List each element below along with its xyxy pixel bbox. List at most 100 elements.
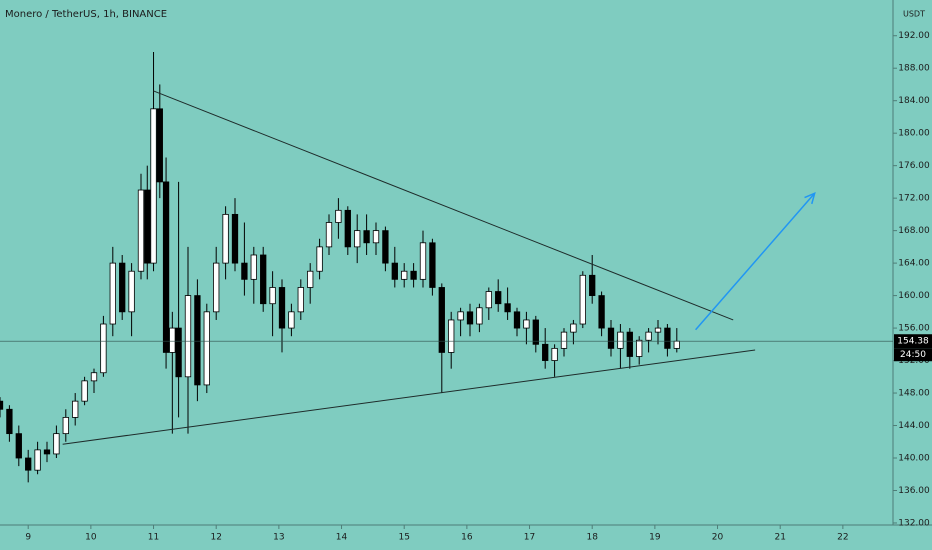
candle-body [6, 408, 13, 435]
arrow-head [804, 191, 816, 205]
candle-body [269, 287, 276, 305]
candle-body [654, 327, 662, 333]
currency-label: USDT [903, 10, 925, 19]
x-tick-label: 22 [837, 533, 848, 543]
candle-body [231, 213, 239, 264]
x-tick-label: 13 [273, 533, 284, 543]
candle-body [222, 213, 229, 264]
candle-body [382, 230, 389, 264]
candle-body [645, 331, 652, 341]
candle-body [542, 343, 549, 361]
y-tick-label: 192.00 [898, 31, 930, 41]
candle-body [43, 449, 51, 455]
y-tick-label: 188.00 [898, 64, 930, 74]
candle-body [551, 347, 558, 361]
candle-body [81, 380, 88, 402]
y-tick-label: 140.00 [898, 454, 930, 464]
candle-body [184, 295, 192, 378]
y-tick-label: 164.00 [898, 259, 930, 269]
x-tick-label: 14 [336, 533, 348, 543]
candle-body [288, 311, 295, 329]
x-tick-label: 20 [712, 533, 724, 543]
candle-body [419, 242, 427, 280]
trend-line [153, 90, 734, 321]
candle-body [363, 230, 370, 244]
candle-body [391, 262, 398, 280]
y-tick-label: 136.00 [898, 486, 930, 496]
candle-body [466, 311, 474, 325]
candle-body [144, 189, 151, 264]
x-tick-label: 12 [210, 533, 221, 543]
candle-body [626, 331, 633, 357]
candle-body [260, 254, 267, 305]
candle-body [372, 230, 380, 244]
y-tick-label: 160.00 [898, 291, 930, 301]
x-tick-label: 15 [398, 533, 409, 543]
countdown-box [894, 348, 932, 362]
candle-body [15, 433, 22, 459]
candle-body [241, 262, 248, 280]
y-tick-label: 176.00 [898, 161, 930, 171]
candle-body [598, 295, 605, 329]
candle-body [25, 457, 32, 471]
candle-body [175, 327, 182, 378]
candle-body [213, 262, 220, 313]
candle-body [401, 270, 408, 280]
candle-body [513, 311, 521, 329]
candle-body [194, 295, 201, 386]
candle-body [579, 274, 586, 325]
candle-body [90, 372, 98, 382]
y-tick-label: 156.00 [898, 324, 930, 334]
candle-body [410, 270, 417, 280]
candle-body [307, 270, 314, 288]
y-tick-label: 132.00 [898, 518, 930, 528]
candle-body [335, 209, 342, 223]
candle-body [476, 307, 483, 325]
candle-body [0, 400, 4, 410]
candle-body [589, 274, 596, 296]
candle-body [607, 327, 615, 349]
candle-body [448, 319, 455, 353]
y-tick-label: 172.00 [898, 194, 930, 204]
candle-body [156, 108, 163, 183]
trend-line [695, 192, 816, 331]
last-price-box [894, 334, 932, 349]
candle-body [72, 400, 79, 418]
trend-line [62, 349, 756, 445]
candle-body [62, 417, 69, 435]
y-tick-label: 144.00 [898, 421, 930, 431]
candle-body [354, 230, 361, 248]
candle-body [495, 291, 502, 305]
candle-body [344, 209, 351, 248]
x-tick-label: 10 [85, 533, 97, 543]
candle-body [109, 262, 116, 325]
candle-body [297, 287, 304, 313]
candle-body [53, 433, 60, 455]
candle-body [169, 327, 176, 353]
candle-body [504, 303, 511, 313]
candle-body [150, 108, 157, 264]
candle-body [34, 449, 41, 471]
x-tick-label: 18 [586, 533, 598, 543]
candle-body [617, 331, 624, 349]
countdown-label: 24:50 [900, 350, 926, 360]
candle-body [457, 311, 464, 321]
x-tick-label: 17 [524, 533, 535, 543]
candle-body [429, 242, 436, 288]
candle-body [162, 181, 170, 353]
candle-body [485, 291, 492, 309]
x-tick-label: 9 [25, 533, 31, 543]
candle-body [316, 246, 323, 272]
candle-body [137, 189, 145, 272]
y-tick-label: 148.00 [898, 389, 930, 399]
candle-body [128, 270, 135, 313]
candle-body [523, 319, 530, 329]
chart-title: Monero / TetherUS, 1h, BINANCE [5, 9, 167, 20]
candle-body [532, 319, 539, 345]
candle-body [636, 339, 643, 357]
x-tick-label: 11 [148, 533, 159, 543]
y-tick-label: 168.00 [898, 226, 930, 236]
candle-body [250, 254, 257, 280]
candle-body [673, 340, 680, 349]
